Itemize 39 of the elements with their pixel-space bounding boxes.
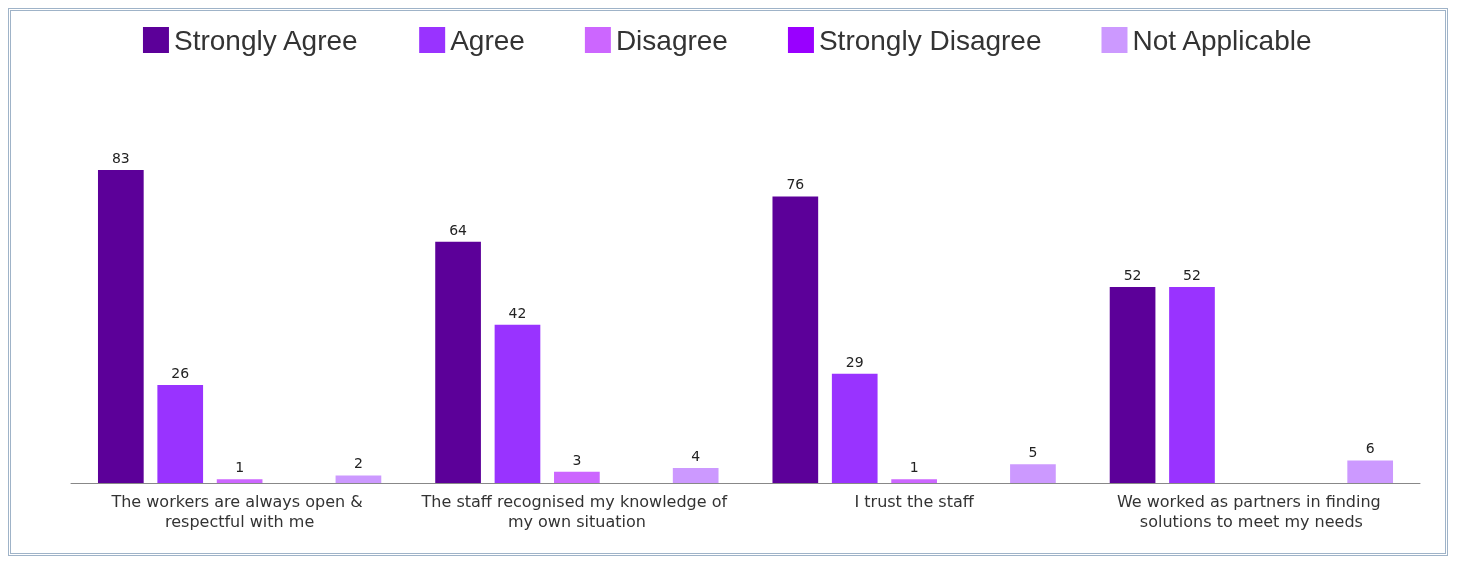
bar	[831, 373, 878, 483]
data-label: 26	[171, 364, 190, 381]
data-label: 64	[449, 221, 468, 238]
data-label: 2	[353, 455, 363, 472]
bar	[494, 324, 541, 483]
legend-label: Strongly Agree	[173, 24, 358, 56]
data-label: 29	[845, 353, 864, 370]
data-label: 83	[111, 150, 130, 167]
data-label: 1	[909, 459, 919, 476]
x-tick-label: The workers are always open & respectful with me	[110, 491, 368, 531]
legend-label: Not Applicable	[1132, 24, 1312, 56]
data-label: 5	[1028, 444, 1038, 461]
bar	[1010, 464, 1056, 483]
bar	[157, 384, 204, 483]
legend-label: Strongly Disagree	[818, 24, 1042, 56]
data-label: 4	[691, 447, 701, 464]
x-tick-label: I trust the staff	[854, 491, 975, 511]
data-label: 42	[508, 304, 527, 321]
bar	[216, 479, 263, 483]
data-label: 6	[1365, 440, 1375, 457]
data-label: 76	[786, 176, 805, 193]
bar	[1347, 460, 1394, 483]
bar	[672, 467, 719, 483]
data-label: 3	[572, 451, 582, 468]
legend-label: Disagree	[615, 24, 728, 56]
bar	[772, 196, 819, 483]
bar	[97, 170, 144, 483]
legend-label: Agree	[450, 24, 525, 56]
data-label: 52	[1183, 266, 1201, 283]
bar	[1169, 286, 1215, 483]
bar	[1109, 286, 1156, 483]
bar	[435, 241, 481, 483]
bar	[335, 475, 382, 483]
x-tick-label: We worked as partners in finding solutions to meet my needs	[1116, 491, 1386, 531]
data-label: 1	[235, 459, 245, 476]
x-tick-label: The staff recognised my knowledge of my own situation	[420, 491, 733, 531]
bar	[891, 479, 937, 483]
data-label: 52	[1123, 266, 1142, 283]
bar	[554, 471, 600, 483]
